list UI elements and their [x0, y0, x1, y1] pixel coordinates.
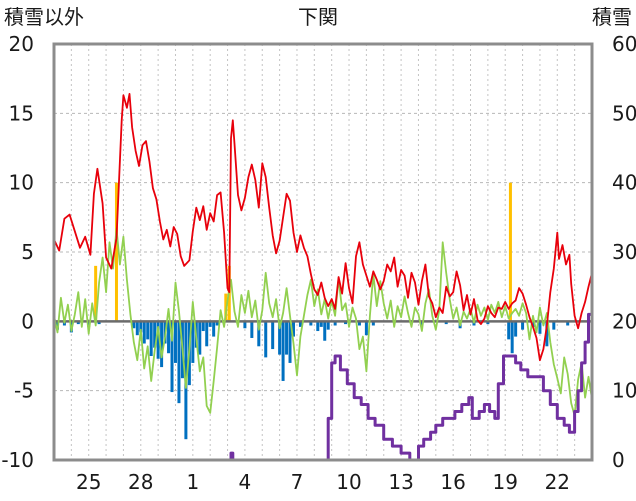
y-right-tick-label: 60 — [612, 32, 636, 56]
temp_anomaly-bar — [323, 321, 327, 341]
plot-border — [52, 42, 594, 462]
y-right-tick-label: 40 — [612, 171, 636, 195]
temp_anomaly-bar — [319, 321, 323, 327]
x-tick-label: 7 — [291, 470, 304, 494]
x-tick-label: 1 — [186, 470, 199, 494]
right-axis-label: 積雪 — [592, 5, 632, 29]
y-right-tick-label: 50 — [612, 101, 636, 125]
temp_anomaly-bar — [344, 321, 348, 325]
temp_anomaly-bar — [132, 321, 136, 329]
temp_anomaly-bar — [257, 321, 261, 347]
y-left-tick-label: -5 — [14, 379, 34, 403]
temp_anomaly-bar — [170, 321, 174, 393]
temp_anomaly-bar — [357, 321, 361, 326]
y-left-tick-label: -10 — [1, 448, 34, 472]
temp_anomaly-bar — [510, 321, 514, 354]
y-right-tick-label: 0 — [612, 448, 625, 472]
temp_anomaly-bar — [298, 321, 302, 327]
temp_anomaly-bar — [167, 321, 171, 354]
temp_anomaly-bar — [538, 321, 542, 334]
temp_anomaly-bar — [198, 321, 202, 355]
y-left-tick-label: 5 — [21, 240, 34, 264]
temp_anomaly-bar — [149, 321, 153, 356]
temp_anomaly-bar — [177, 321, 181, 404]
y-right-tick-label: 30 — [612, 240, 636, 264]
chart-title: 下関 — [298, 5, 338, 29]
plot-frame — [52, 42, 594, 462]
temp_anomaly-bar — [156, 321, 160, 359]
y-left-tick-label: 20 — [9, 32, 34, 56]
min_temp-line — [53, 227, 593, 417]
temp_anomaly-bar — [173, 321, 177, 363]
temp_anomaly-bar — [264, 321, 268, 358]
precipitation-bar — [94, 265, 98, 322]
y-right-tick-label: 10 — [612, 379, 636, 403]
temp_anomaly-bar — [278, 321, 282, 355]
temp_anomaly-bar — [146, 321, 150, 340]
temp_anomaly-bar — [243, 321, 247, 329]
temp_anomaly-bar — [552, 321, 556, 330]
temp_anomaly-bar — [531, 321, 535, 327]
line-layer — [53, 93, 594, 462]
temp_anomaly-bar — [545, 321, 549, 347]
temp_anomaly-bar — [153, 321, 157, 348]
temp_anomaly-bar — [191, 321, 195, 363]
temp_anomaly-bar — [97, 321, 101, 325]
x-tick-label: 19 — [492, 470, 517, 494]
max_temp-line — [53, 93, 593, 362]
temp_anomaly-bar — [212, 321, 216, 337]
temp_anomaly-bar — [76, 321, 80, 325]
x-tick-label: 16 — [440, 470, 465, 494]
precipitation-bar — [114, 182, 118, 322]
temp_anomaly-bar — [420, 321, 424, 326]
temp_anomaly-bar — [208, 321, 212, 327]
temp_anomaly-bar — [160, 321, 164, 368]
x-tick-label: 13 — [388, 470, 413, 494]
temp_anomaly-bar — [139, 321, 143, 333]
bar-layer — [55, 182, 570, 440]
tick-labels: -10 -5 0 5 10 15 20 0 10 20 30 40 50 60 25 28 1 4 7 10 13 16 1… — [1, 32, 636, 494]
temp_anomaly-bar — [326, 321, 330, 330]
temp_anomaly-bar — [288, 321, 292, 363]
y-left-tick-label: 0 — [21, 309, 34, 333]
temp_anomaly-bar — [309, 321, 313, 326]
temp_anomaly-bar — [507, 321, 511, 340]
temp_anomaly-bar — [87, 321, 91, 327]
left-axis-label: 積雪以外 — [4, 5, 84, 29]
temp_anomaly-bar — [291, 321, 295, 337]
temp_anomaly-bar — [215, 321, 219, 326]
temp_anomaly-bar — [205, 321, 209, 347]
x-tick-label: 25 — [76, 470, 101, 494]
temp_anomaly-bar — [521, 321, 525, 330]
x-tick-label: 22 — [545, 470, 570, 494]
temp_anomaly-bar — [514, 321, 518, 337]
temp_anomaly-bar — [281, 321, 285, 381]
temp_anomaly-bar — [285, 321, 289, 355]
y-left-tick-label: 10 — [9, 171, 34, 195]
temp_anomaly-bar — [333, 321, 337, 326]
x-tick-label: 10 — [336, 470, 361, 494]
temp_anomaly-bar — [135, 321, 139, 336]
temp_anomaly-bar — [566, 321, 570, 326]
y-left-tick-label: 15 — [9, 101, 34, 125]
precipitation-bar — [508, 182, 512, 322]
temp_anomaly-bar — [316, 321, 320, 332]
temp_anomaly-bar — [371, 321, 375, 326]
temp_anomaly-bar — [142, 321, 146, 344]
y-right-tick-label: 20 — [612, 309, 636, 333]
x-tick-label: 4 — [239, 470, 252, 494]
x-tick-label: 28 — [128, 470, 153, 494]
snow_depth-line — [54, 312, 594, 462]
temp_anomaly-bar — [250, 321, 254, 338]
temp_anomaly-bar — [271, 321, 275, 350]
temp_anomaly-bar — [364, 321, 368, 336]
temp_anomaly-bar — [444, 321, 448, 325]
temp_anomaly-bar — [201, 321, 205, 332]
temp_anomaly-bar — [486, 321, 490, 325]
